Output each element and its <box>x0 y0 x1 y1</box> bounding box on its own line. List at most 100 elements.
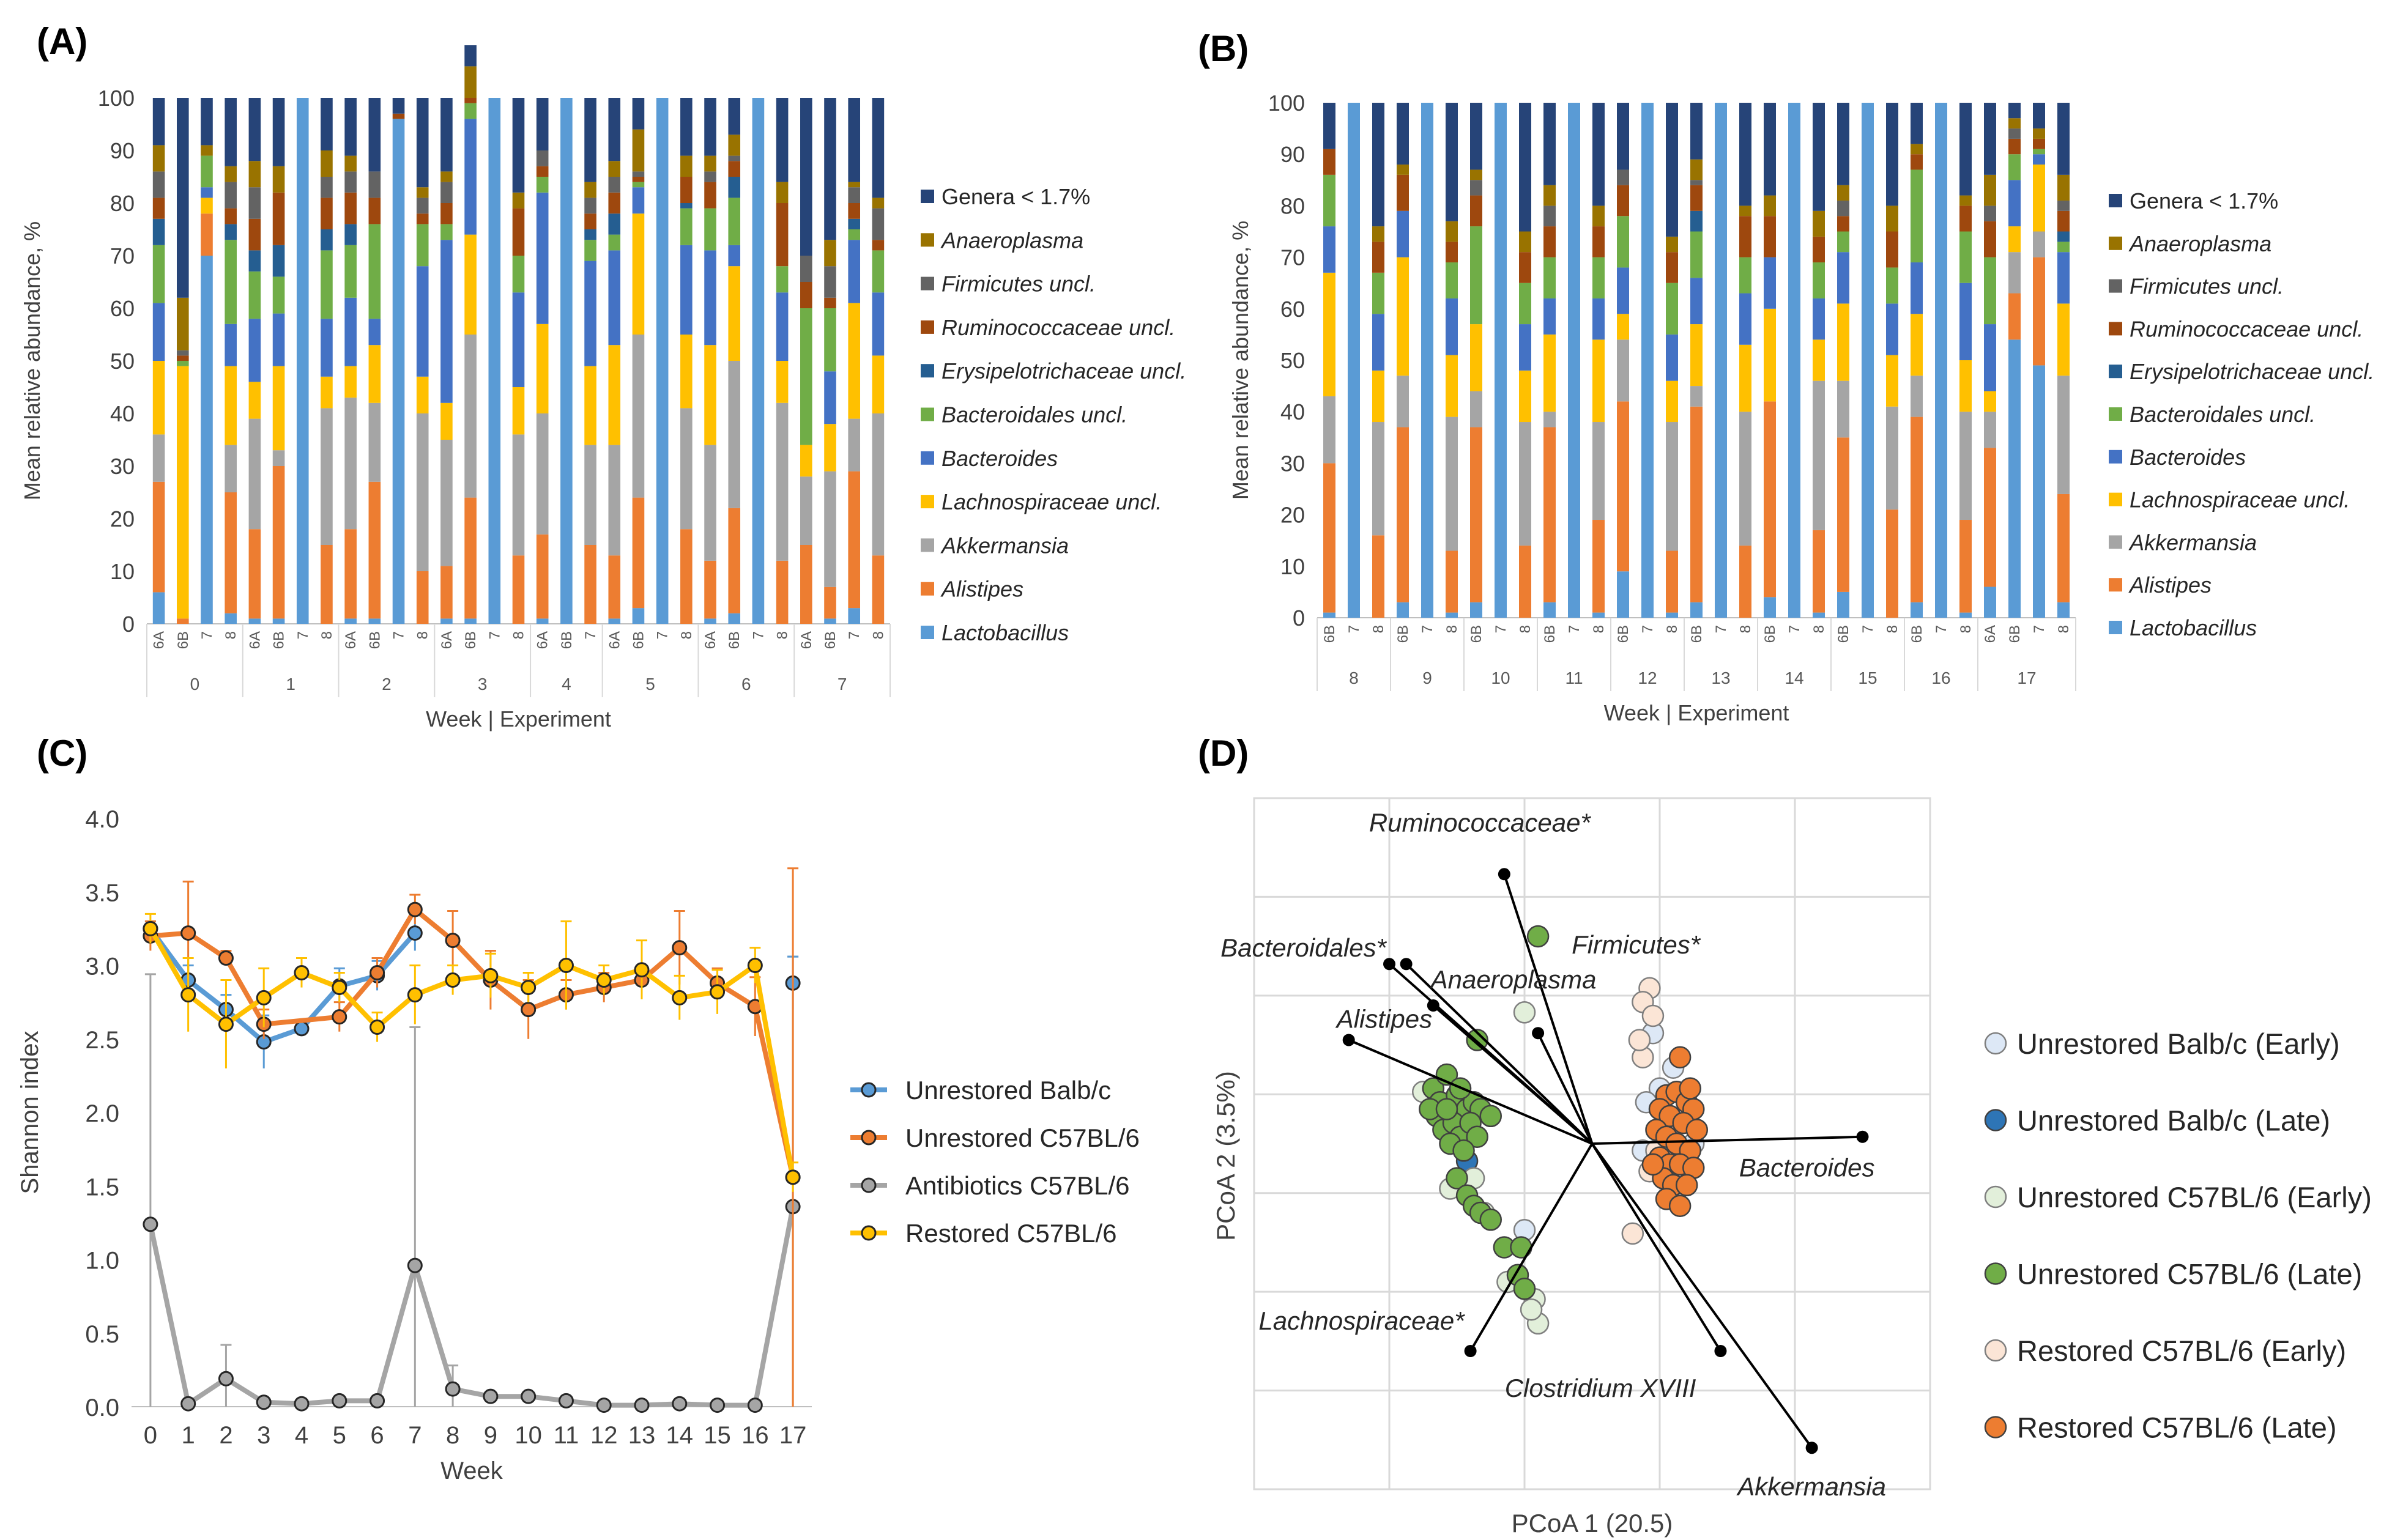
bar-segment <box>2008 128 2021 139</box>
bar-segment <box>1690 386 1703 407</box>
sample-point <box>1513 1278 1536 1300</box>
bar-segment <box>272 98 285 166</box>
bar-segment <box>1446 416 1458 551</box>
bar-segment <box>1543 334 1556 412</box>
bar-segment <box>536 98 549 150</box>
legend-entry: Restored C57BL/6 <box>905 1219 1117 1248</box>
sample-point <box>1628 1029 1651 1051</box>
bar-segment <box>848 98 861 182</box>
bar-segment <box>176 361 189 366</box>
group-label: 3 <box>478 675 488 694</box>
data-point <box>180 925 196 941</box>
data-point <box>407 925 423 941</box>
bar-segment <box>392 113 405 119</box>
legend-swatch <box>921 233 934 247</box>
data-point <box>445 972 461 988</box>
bar-segment <box>1592 298 1605 340</box>
bar-segment <box>512 387 525 435</box>
bar-segment <box>1911 602 1923 618</box>
bar-category-label: 6A <box>247 631 263 649</box>
legend-swatch <box>2109 535 2122 549</box>
bar-category-label: 7 <box>1346 625 1362 633</box>
bar-segment <box>1470 427 1482 602</box>
bar-segment <box>2008 180 2021 227</box>
bar-segment <box>1666 334 1678 381</box>
legend-swatch <box>921 538 934 552</box>
bar-segment <box>2057 252 2070 304</box>
loading-vector-tip <box>1532 1027 1545 1040</box>
bar-category-label: 8 <box>1958 625 1974 633</box>
bar-segment <box>1666 103 1678 237</box>
bar-segment <box>1519 231 1531 253</box>
bar-segment <box>152 98 165 146</box>
bar-category-label: 6B <box>462 631 479 649</box>
bar-segment <box>1837 303 1849 381</box>
bar-segment <box>152 171 165 198</box>
loading-vector <box>1592 1135 1863 1145</box>
bar-segment <box>368 319 381 346</box>
group-label: 13 <box>1711 668 1730 687</box>
bar-segment <box>872 250 885 293</box>
bar-segment <box>2008 252 2021 294</box>
bar-segment <box>368 171 381 198</box>
bar-segment <box>2057 376 2070 494</box>
bar-segment <box>464 335 477 498</box>
bar-segment <box>464 119 477 235</box>
bar-segment <box>152 481 165 593</box>
bar-category-label: 6B <box>559 631 575 649</box>
y-tick-label: 40 <box>110 401 135 426</box>
data-point <box>370 965 385 981</box>
bar-segment <box>2033 257 2045 366</box>
bar-segment <box>584 229 596 240</box>
bar-segment <box>632 182 645 188</box>
bar-segment <box>728 155 741 161</box>
bar-segment <box>1519 546 1531 618</box>
data-point <box>445 1381 461 1397</box>
legend-entry: Genera < 1.7% <box>2130 188 2278 213</box>
bar-segment <box>1813 298 1825 340</box>
bar-segment <box>248 218 261 251</box>
y-tick-label: 50 <box>110 349 135 374</box>
bar-segment <box>1984 324 1996 391</box>
bar-segment <box>201 256 213 624</box>
bar-category-label: 7 <box>199 631 215 639</box>
bar-segment <box>1837 380 1849 438</box>
bar-segment <box>1323 226 1335 273</box>
data-point <box>407 1257 423 1273</box>
x-tick-label: 9 <box>484 1422 497 1449</box>
bar-category-label: 7 <box>1493 625 1509 633</box>
bar-segment <box>225 445 237 492</box>
bar-segment <box>1813 339 1825 381</box>
bar-segment <box>344 192 357 224</box>
bar-segment <box>201 213 213 256</box>
bar-segment <box>225 182 237 209</box>
vector-label: Clostridium XVIII <box>1505 1374 1696 1402</box>
bar-segment <box>728 266 741 361</box>
legend-entry: Anaeroplasma <box>940 228 1083 253</box>
loading-vector-tip <box>1383 958 1395 971</box>
data-point <box>180 987 196 1003</box>
bar-segment <box>1837 252 1849 304</box>
bar-segment <box>608 192 621 214</box>
bar-segment <box>2033 149 2045 155</box>
vector-label: Anaeroplasma <box>1429 965 1597 994</box>
bar-segment <box>248 529 261 619</box>
bar-category-label: 7 <box>1786 625 1803 633</box>
bar-segment <box>225 224 237 240</box>
bar-segment <box>824 618 836 624</box>
bar-segment <box>1984 221 1996 257</box>
data-point <box>521 1002 537 1018</box>
data-point <box>256 1394 272 1410</box>
sample-point <box>1641 1004 1665 1027</box>
bar-segment <box>1959 205 1972 232</box>
bar-segment <box>2033 103 2045 129</box>
bar-category-label: 6B <box>271 631 288 649</box>
loading-vector <box>1405 963 1593 1145</box>
bar-segment <box>704 171 716 182</box>
bar-segment <box>680 155 693 177</box>
legend-entry: Genera < 1.7% <box>942 184 1090 209</box>
bar-segment <box>321 177 333 198</box>
bar-segment <box>800 476 812 545</box>
bar-segment <box>536 618 549 624</box>
bar-category-label: 8 <box>774 631 791 639</box>
